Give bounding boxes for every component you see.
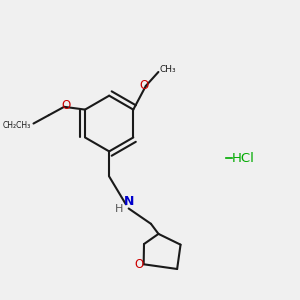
- Text: CH₃: CH₃: [160, 65, 176, 74]
- Text: HCl: HCl: [232, 152, 254, 165]
- Text: O: O: [135, 258, 144, 271]
- Text: O: O: [61, 99, 70, 112]
- Text: O: O: [140, 80, 149, 92]
- Text: H: H: [115, 203, 123, 214]
- Text: N: N: [124, 195, 134, 208]
- Text: CH₂CH₃: CH₂CH₃: [2, 121, 31, 130]
